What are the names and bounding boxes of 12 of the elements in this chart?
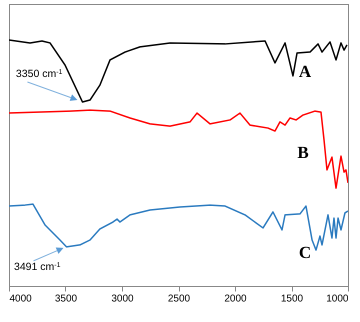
x-tick-label: 1500 <box>280 294 304 304</box>
annotation: 3491 cm$^{-1}$ <box>14 260 61 273</box>
annotation: 3350 cm$^{-1}$ <box>16 68 63 80</box>
series-label: B <box>297 142 309 162</box>
x-tick-label: 3500 <box>54 294 78 304</box>
x-tick-label: 1000 <box>326 294 349 304</box>
x-tick-label: 4000 <box>10 294 32 304</box>
x-tick-label: 2000 <box>224 294 248 304</box>
x-tick-label: 2500 <box>168 294 191 304</box>
series-label: A <box>298 62 312 81</box>
series-label: C <box>298 242 312 262</box>
x-tick-label: 3000 <box>111 294 134 304</box>
